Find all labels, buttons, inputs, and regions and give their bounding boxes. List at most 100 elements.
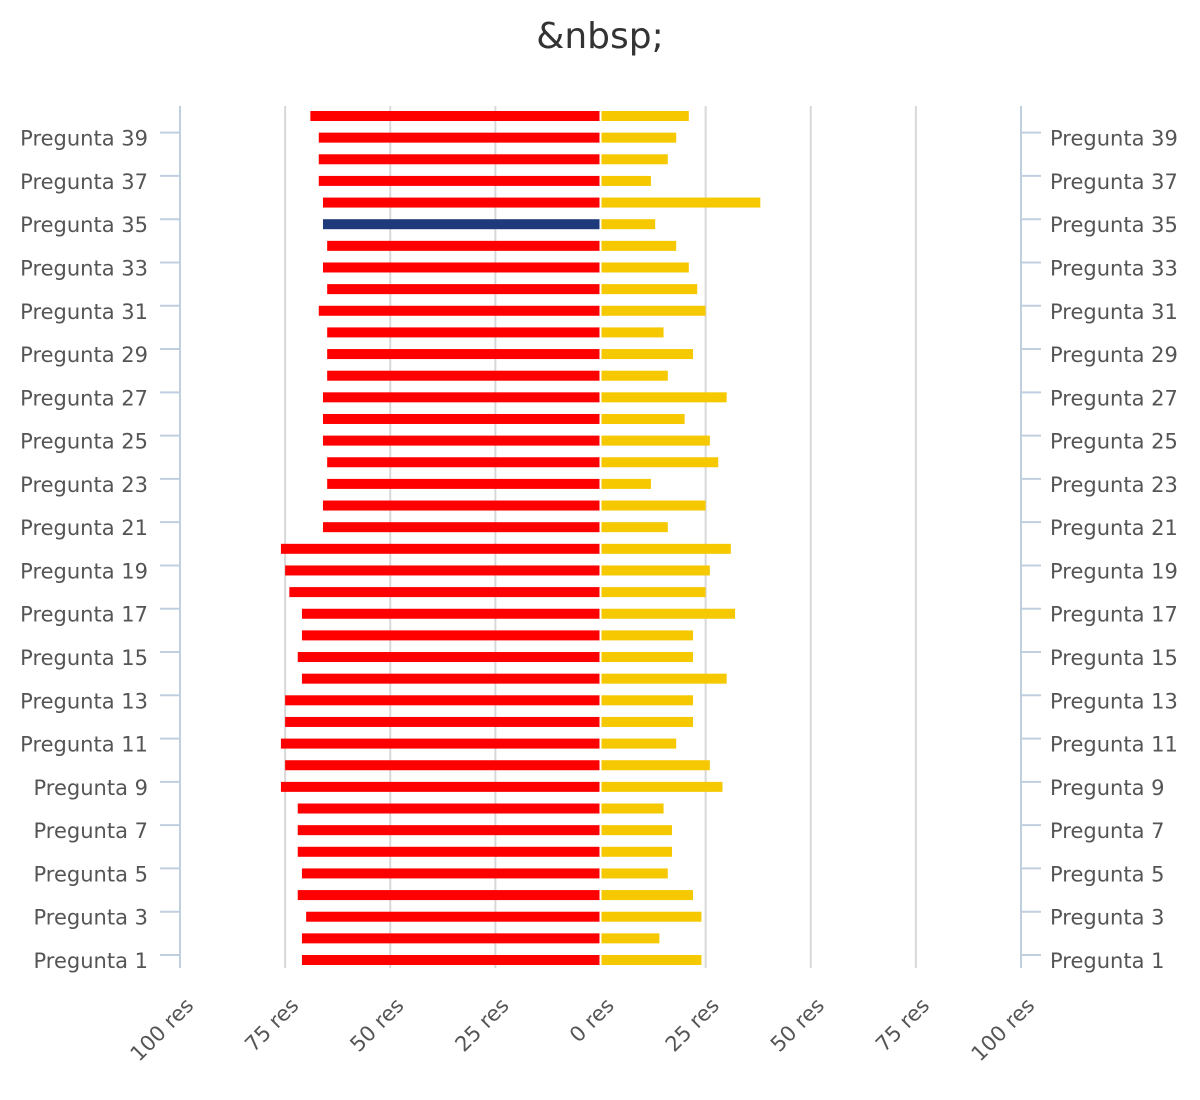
axes-group bbox=[160, 106, 1041, 968]
bar-right-5 bbox=[600, 868, 668, 879]
x-tick-label: 75 res bbox=[240, 993, 303, 1056]
category-label-left: Pregunta 23 bbox=[20, 473, 148, 497]
bar-left-16 bbox=[301, 630, 601, 641]
bar-left-15 bbox=[297, 652, 601, 663]
category-label-left: Pregunta 17 bbox=[20, 603, 148, 627]
bar-right-35 bbox=[600, 219, 656, 230]
bar-left-31 bbox=[318, 305, 601, 316]
bar-left-40 bbox=[310, 111, 601, 121]
category-label-right: Pregunta 33 bbox=[1050, 256, 1178, 280]
category-label-left: Pregunta 3 bbox=[34, 906, 148, 930]
category-label-right: Pregunta 13 bbox=[1050, 689, 1178, 713]
bar-right-37 bbox=[600, 175, 651, 186]
bar-right-20 bbox=[600, 543, 731, 554]
x-tick-label: 25 res bbox=[661, 993, 724, 1056]
bar-left-37 bbox=[318, 175, 601, 186]
bar-left-20 bbox=[280, 543, 601, 554]
category-label-right: Pregunta 9 bbox=[1050, 776, 1164, 800]
bar-right-28 bbox=[600, 370, 668, 381]
category-label-right: Pregunta 19 bbox=[1050, 559, 1178, 583]
bar-right-15 bbox=[600, 652, 694, 663]
bar-right-21 bbox=[600, 522, 668, 533]
category-label-left: Pregunta 21 bbox=[20, 516, 148, 540]
bar-left-26 bbox=[322, 413, 601, 424]
bar-left-22 bbox=[322, 500, 601, 511]
bar-left-13 bbox=[285, 695, 601, 706]
category-label-left: Pregunta 9 bbox=[34, 776, 148, 800]
bar-left-25 bbox=[322, 435, 601, 446]
category-label-left: Pregunta 39 bbox=[20, 127, 148, 151]
category-label-left: Pregunta 37 bbox=[20, 170, 148, 194]
category-label-right: Pregunta 5 bbox=[1050, 862, 1164, 886]
category-label-left: Pregunta 15 bbox=[20, 646, 148, 670]
x-tick-label: 0 res bbox=[565, 993, 619, 1047]
bar-left-4 bbox=[297, 890, 601, 901]
category-label-left: Pregunta 29 bbox=[20, 343, 148, 367]
category-label-right: Pregunta 17 bbox=[1050, 603, 1178, 627]
x-tick-label: 100 res bbox=[967, 993, 1040, 1066]
bars-group bbox=[280, 111, 761, 965]
bar-right-23 bbox=[600, 478, 651, 489]
bar-right-19 bbox=[600, 565, 710, 576]
bar-left-30 bbox=[327, 327, 601, 338]
category-label-right: Pregunta 1 bbox=[1050, 949, 1164, 973]
category-label-right: Pregunta 23 bbox=[1050, 473, 1178, 497]
category-label-right: Pregunta 27 bbox=[1050, 386, 1178, 410]
bar-left-5 bbox=[301, 868, 601, 879]
category-label-left: Pregunta 1 bbox=[34, 949, 148, 973]
bar-right-3 bbox=[600, 911, 702, 922]
category-label-right: Pregunta 7 bbox=[1050, 819, 1164, 843]
bar-right-18 bbox=[600, 587, 706, 598]
x-tick-label: 50 res bbox=[345, 993, 408, 1056]
bar-right-31 bbox=[600, 305, 706, 316]
bar-left-34 bbox=[327, 240, 601, 251]
category-label-left: Pregunta 33 bbox=[20, 256, 148, 280]
bar-left-9 bbox=[280, 781, 601, 792]
bar-left-23 bbox=[327, 478, 601, 489]
bar-left-1 bbox=[301, 955, 601, 965]
category-label-left: Pregunta 7 bbox=[34, 819, 148, 843]
bar-right-36 bbox=[600, 197, 761, 208]
bar-right-8 bbox=[600, 803, 664, 814]
category-label-left: Pregunta 11 bbox=[20, 733, 148, 757]
bar-left-3 bbox=[306, 911, 601, 922]
category-label-right: Pregunta 25 bbox=[1050, 430, 1178, 454]
category-label-left: Pregunta 13 bbox=[20, 689, 148, 713]
bar-right-11 bbox=[600, 738, 677, 749]
bar-left-6 bbox=[297, 846, 601, 857]
category-label-left: Pregunta 31 bbox=[20, 300, 148, 324]
bar-left-8 bbox=[297, 803, 601, 814]
bar-right-12 bbox=[600, 716, 694, 727]
category-label-left: Pregunta 5 bbox=[34, 862, 148, 886]
category-label-right: Pregunta 39 bbox=[1050, 127, 1178, 151]
bar-left-12 bbox=[285, 716, 601, 727]
bar-right-6 bbox=[600, 846, 672, 857]
bar-right-30 bbox=[600, 327, 664, 338]
bar-right-4 bbox=[600, 890, 694, 901]
category-label-right: Pregunta 11 bbox=[1050, 733, 1178, 757]
category-label-left: Pregunta 35 bbox=[20, 213, 148, 237]
bar-right-26 bbox=[600, 413, 685, 424]
x-tick-label: 50 res bbox=[766, 993, 829, 1056]
bar-left-17 bbox=[301, 608, 601, 619]
category-label-left: Pregunta 19 bbox=[20, 559, 148, 583]
bar-right-14 bbox=[600, 673, 727, 684]
category-label-left: Pregunta 25 bbox=[20, 430, 148, 454]
bar-right-17 bbox=[600, 608, 736, 619]
bar-left-7 bbox=[297, 825, 601, 836]
bar-left-27 bbox=[322, 392, 601, 403]
bar-right-27 bbox=[600, 392, 727, 403]
bar-right-38 bbox=[600, 154, 668, 165]
bar-left-24 bbox=[327, 457, 601, 468]
bar-left-11 bbox=[280, 738, 601, 749]
bar-right-16 bbox=[600, 630, 694, 641]
bar-left-2 bbox=[301, 933, 601, 944]
bar-left-19 bbox=[285, 565, 601, 576]
bar-right-25 bbox=[600, 435, 710, 446]
category-label-right: Pregunta 21 bbox=[1050, 516, 1178, 540]
x-tick-label: 75 res bbox=[871, 993, 934, 1056]
bar-left-10 bbox=[285, 760, 601, 771]
category-label-right: Pregunta 3 bbox=[1050, 906, 1164, 930]
